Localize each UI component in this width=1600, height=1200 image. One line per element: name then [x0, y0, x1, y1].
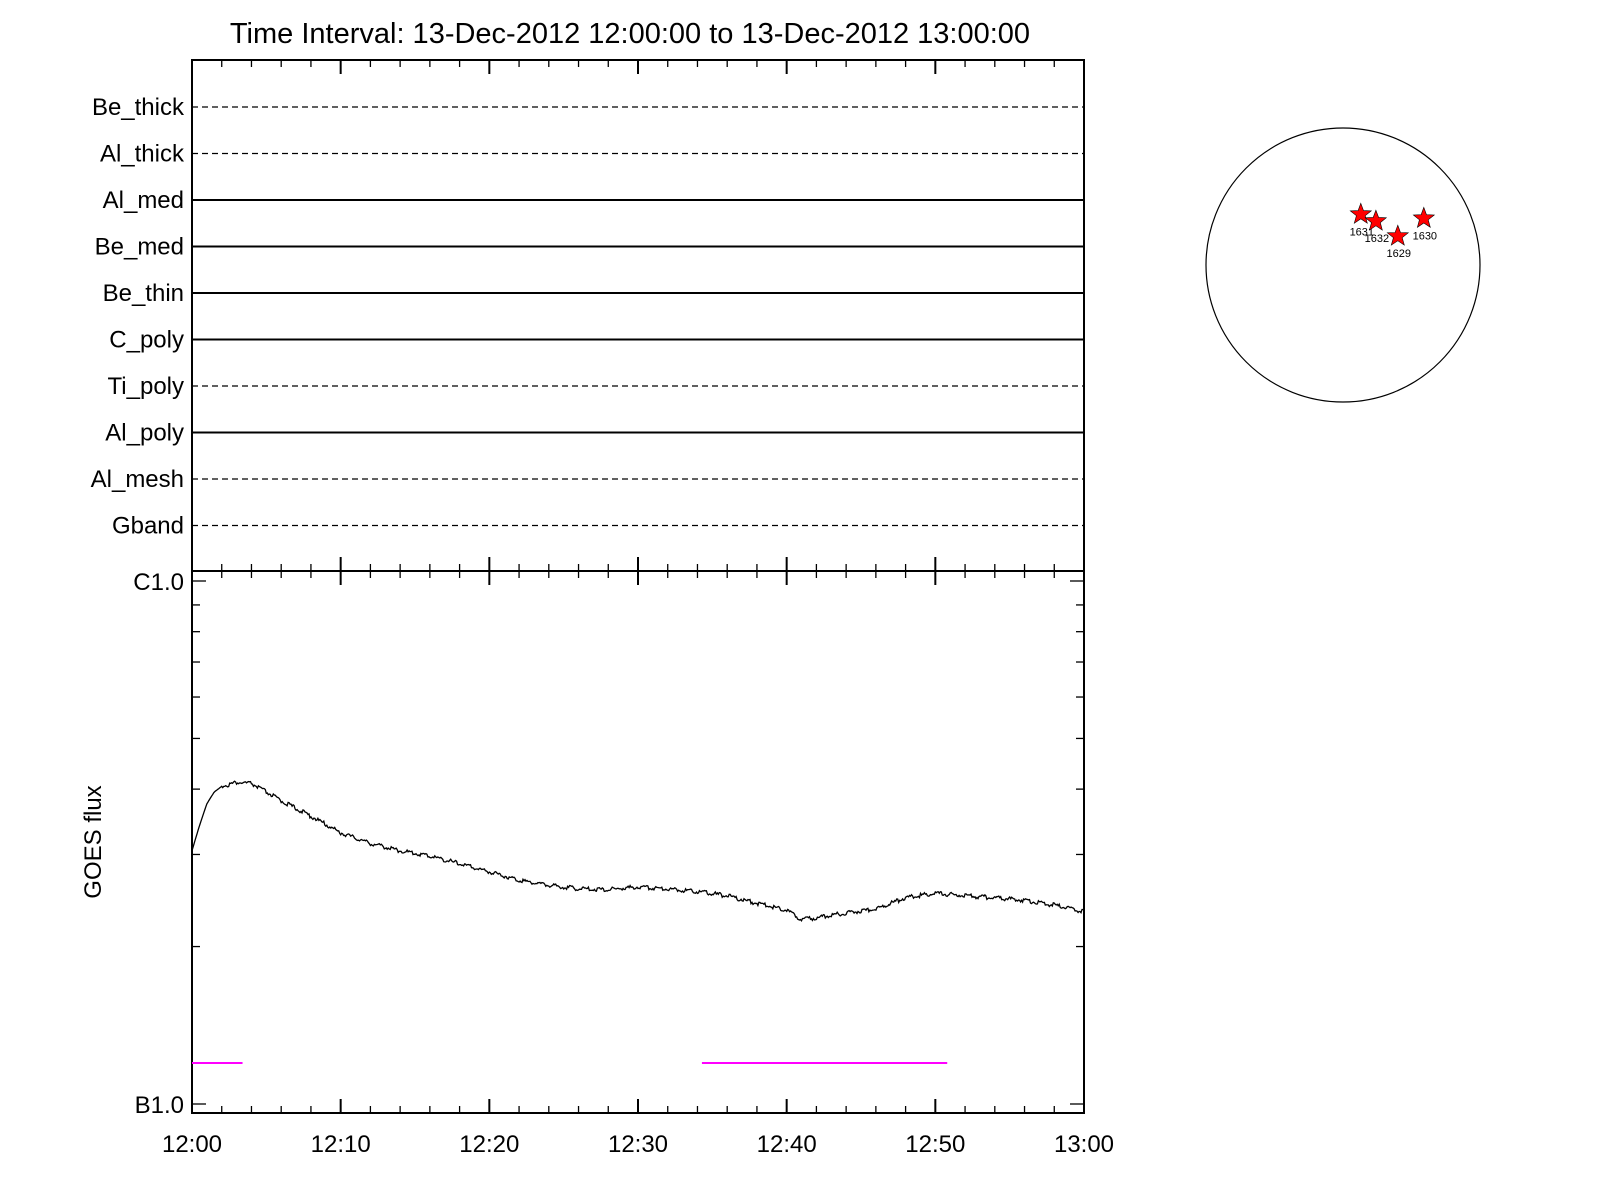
region-label-1630: 1630 — [1413, 230, 1437, 242]
filter-panel-x-ticks — [191, 60, 1085, 571]
chart-title: Time Interval: 13-Dec-2012 12:00:00 to 1… — [230, 18, 1030, 50]
filter-label-be-thin: Be_thin — [103, 280, 184, 307]
x-tick-label: 12:40 — [757, 1131, 817, 1158]
region-label-1632: 1632 — [1365, 233, 1389, 245]
y-tick-label: B1.0 — [135, 1092, 184, 1119]
filter-label-al-thick: Al_thick — [100, 141, 185, 168]
goes-flux-series-line — [191, 780, 1085, 923]
y-tick-label: C1.0 — [133, 569, 184, 596]
filter-panel-frame — [191, 59, 1085, 572]
filter-label-be-thick: Be_thick — [92, 94, 185, 121]
filter-label-al-mesh: Al_mesh — [91, 466, 184, 493]
x-tick-label: 12:30 — [608, 1131, 668, 1158]
goes-panel-frame — [191, 570, 1085, 1114]
goes-x-ticks: 12:00 12:10 12:20 12:30 12:40 12:50 13:00 — [162, 571, 1114, 1158]
x-tick-label: 12:10 — [311, 1131, 371, 1158]
region-star-1630 — [1412, 206, 1436, 228]
filter-label-c-poly: C_poly — [109, 327, 184, 354]
x-tick-label: 12:20 — [459, 1131, 519, 1158]
goes-y-ticks: C1.0 B1.0 — [133, 569, 1084, 1119]
x-tick-label: 12:50 — [905, 1131, 965, 1158]
filter-label-al-poly: Al_poly — [105, 420, 184, 447]
filter-label-ti-poly: Ti_poly — [108, 373, 184, 400]
goes-y-axis-label: GOES flux — [80, 785, 107, 898]
region-star-1629 — [1386, 224, 1410, 246]
filter-timeline-panel: Be_thick Al_thick Al_med Be_med Be_thin C_pol… — [91, 59, 1085, 572]
region-star-1631 — [1349, 202, 1373, 224]
x-tick-label: 13:00 — [1054, 1131, 1114, 1158]
filter-label-al-med: Al_med — [103, 187, 184, 214]
region-star-1632 — [1364, 209, 1388, 231]
sun-disk — [1205, 127, 1481, 403]
filter-lines: Be_thick Al_thick Al_med Be_med Be_thin C_pol… — [91, 94, 1084, 540]
goes-flux-panel: C1.0B1.0 12:00 12:10 12:20 12:30 12:40 12:50 1… — [80, 569, 1114, 1158]
filter-label-be-med: Be_med — [95, 234, 184, 261]
x-tick-label: 12:00 — [162, 1131, 222, 1158]
filter-label-gband: Gband — [112, 513, 184, 540]
region-label-1629: 1629 — [1387, 248, 1411, 260]
region-label-1631: 1631 — [1350, 226, 1374, 238]
